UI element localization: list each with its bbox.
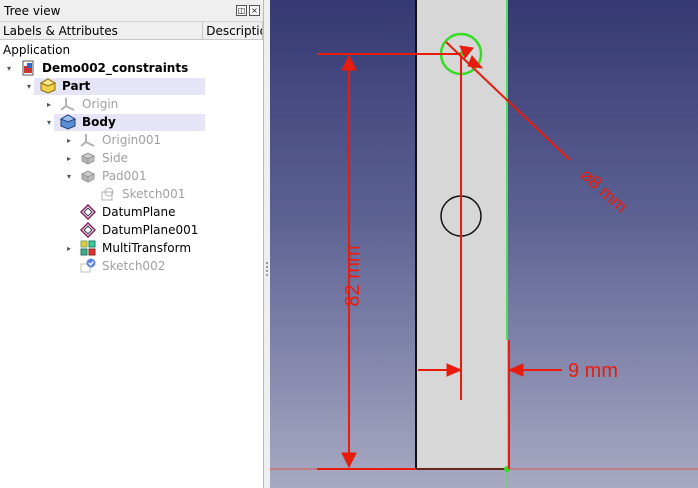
3d-view[interactable]: 82 mm 9 mm ⌀8 mm bbox=[270, 0, 698, 488]
sketch-canvas[interactable]: 82 mm 9 mm ⌀8 mm bbox=[270, 0, 698, 488]
tree-item-label: Sketch002 bbox=[102, 259, 166, 273]
tree-selection-highlight bbox=[34, 78, 205, 95]
tree-item-datumplane[interactable]: DatumPlane bbox=[64, 203, 179, 221]
tree-item-label: Pad001 bbox=[102, 169, 147, 183]
panel-title: Tree view bbox=[4, 3, 61, 18]
tree-item-label: Origin001 bbox=[102, 133, 162, 147]
tree-item-origin[interactable]: ▸ Origin bbox=[44, 95, 121, 113]
tree-item-part[interactable]: ▾ Part bbox=[24, 77, 93, 95]
collapse-arrow-icon[interactable]: ▾ bbox=[26, 81, 31, 91]
tree-item-label: Side bbox=[102, 151, 128, 165]
origin-icon bbox=[60, 96, 76, 112]
no-arrow bbox=[64, 207, 74, 217]
tree-item-label: DatumPlane bbox=[102, 205, 176, 219]
tree-item-label: Body bbox=[82, 115, 116, 129]
no-arrow bbox=[64, 261, 74, 271]
tree-item-datumplane001[interactable]: DatumPlane001 bbox=[64, 221, 201, 239]
document-icon bbox=[20, 60, 36, 76]
dimension-height[interactable] bbox=[317, 53, 461, 470]
tree-item-label: Demo002_constraints bbox=[42, 61, 189, 75]
tree-view-title-bar: Tree view ◫ × bbox=[0, 0, 263, 22]
tree-item-origin001[interactable]: ▸ Origin001 bbox=[64, 131, 164, 149]
expand-arrow-icon[interactable]: ▸ bbox=[66, 153, 71, 163]
panel-splitter[interactable] bbox=[264, 0, 270, 488]
datum-plane-icon bbox=[79, 203, 97, 221]
body-icon bbox=[59, 114, 77, 130]
dimension-diameter[interactable] bbox=[445, 41, 571, 161]
sketch-check-icon bbox=[80, 258, 96, 274]
tree-item-body[interactable]: ▾ Body bbox=[44, 113, 119, 131]
no-arrow bbox=[64, 225, 74, 235]
close-panel-icon[interactable]: × bbox=[249, 5, 260, 16]
column-header-labels[interactable]: Labels & Attributes bbox=[0, 22, 204, 39]
dimension-offset-label[interactable]: 9 mm bbox=[568, 360, 618, 382]
tree-item-label: DatumPlane001 bbox=[102, 223, 199, 237]
column-header-description[interactable]: Description bbox=[203, 22, 263, 39]
tree-item-sketch001[interactable]: Sketch001 bbox=[84, 185, 188, 203]
collapse-arrow-icon[interactable]: ▾ bbox=[66, 171, 71, 181]
tree-item-label: MultiTransform bbox=[102, 241, 192, 255]
tree-selection-highlight bbox=[54, 114, 205, 131]
tree-item-sketch002[interactable]: Sketch002 bbox=[64, 257, 168, 275]
dimension-height-label[interactable]: 82 mm bbox=[342, 245, 364, 306]
tree-root-application: Application bbox=[3, 43, 71, 57]
origin-icon bbox=[80, 132, 96, 148]
expand-arrow-icon[interactable]: ▸ bbox=[66, 243, 71, 253]
no-arrow bbox=[84, 189, 94, 199]
tree-item-label: Part bbox=[62, 79, 91, 93]
tree-item-demo002-constraints[interactable]: ▾ Demo002_constraints bbox=[4, 59, 191, 77]
tree-item-pad001[interactable]: ▾ Pad001 bbox=[64, 167, 150, 185]
tree-view-panel: Tree view ◫ × Labels & Attributes Descri… bbox=[0, 0, 264, 488]
sketch-icon bbox=[100, 186, 116, 202]
expand-arrow-icon[interactable]: ▸ bbox=[46, 99, 51, 109]
tree-item-side[interactable]: ▸ Side bbox=[64, 149, 131, 167]
tree-item-multitransform[interactable]: ▸ MultiTransform bbox=[64, 239, 194, 257]
column-headers: Labels & Attributes Description bbox=[0, 22, 263, 40]
dimension-offset[interactable] bbox=[418, 56, 562, 469]
datum-plane-icon bbox=[79, 221, 97, 239]
pad-icon bbox=[80, 168, 96, 184]
part-icon bbox=[39, 78, 57, 94]
float-panel-icon[interactable]: ◫ bbox=[236, 5, 247, 16]
collapse-arrow-icon[interactable]: ▾ bbox=[6, 63, 11, 73]
expand-arrow-icon[interactable]: ▸ bbox=[66, 135, 71, 145]
dimension-diameter-label[interactable]: ⌀8 mm bbox=[577, 164, 631, 217]
multitransform-icon bbox=[80, 240, 96, 256]
collapse-arrow-icon[interactable]: ▾ bbox=[46, 117, 51, 127]
tree-item-label: Sketch001 bbox=[122, 187, 186, 201]
pad-icon bbox=[80, 150, 96, 166]
tree-item-label: Origin bbox=[82, 97, 119, 111]
